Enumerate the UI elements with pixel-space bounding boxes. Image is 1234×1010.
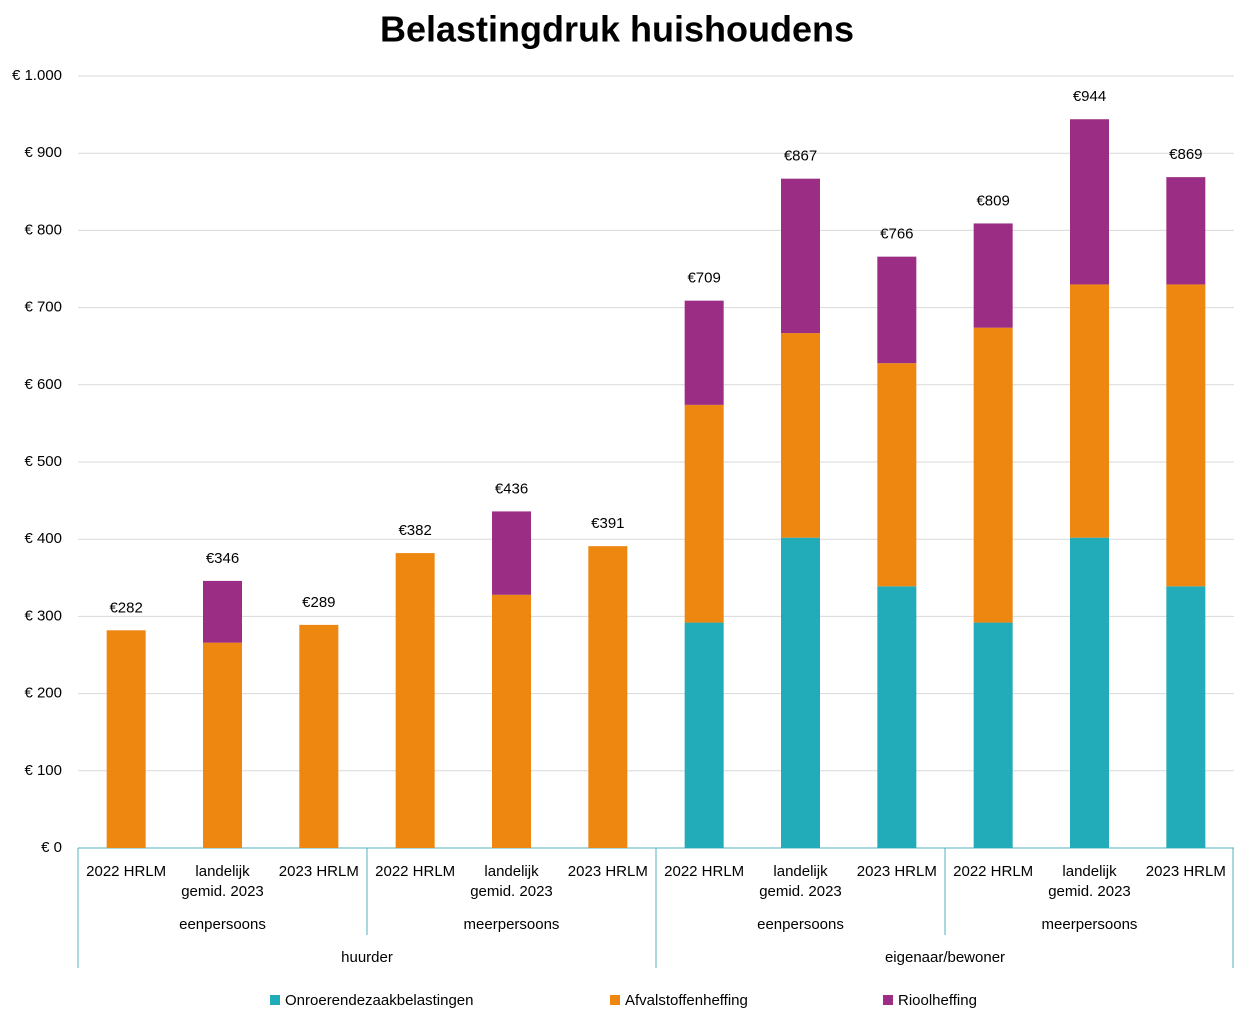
bar-segment xyxy=(492,511,531,595)
total-label: €869 xyxy=(1169,146,1202,163)
legend-swatch xyxy=(270,995,280,1005)
total-label: €709 xyxy=(687,270,720,287)
x-tick-label: landelijk gemid. 2023 xyxy=(1048,863,1131,900)
total-label: €391 xyxy=(591,515,624,532)
bar-segment xyxy=(1070,119,1109,285)
bar-segment xyxy=(684,622,724,848)
bar-segment xyxy=(203,580,242,643)
bar-segment xyxy=(684,300,724,405)
bar-segment xyxy=(395,553,435,848)
legend-label: Rioolheffing xyxy=(898,992,977,1009)
x-tick-label: 2023 HRLM xyxy=(1145,863,1226,880)
legend-swatch xyxy=(610,995,620,1005)
bar-segment xyxy=(1166,284,1206,587)
x-tick-label: 2022 HRLM xyxy=(664,863,745,880)
subgroup-label: meerpersoons xyxy=(1041,916,1138,933)
bar-segment xyxy=(973,223,1013,328)
bar-segment xyxy=(106,630,146,848)
subgroup-label: eenpersoons xyxy=(757,916,844,933)
bar-segment xyxy=(973,327,1013,623)
bar-segment xyxy=(877,586,917,848)
legend-swatch xyxy=(883,995,893,1005)
y-tick-label: € 600 xyxy=(24,376,62,393)
y-tick-label: € 0 xyxy=(41,839,62,856)
bar-segment xyxy=(781,333,820,538)
x-tick-label: 2022 HRLM xyxy=(953,863,1034,880)
group-label: eigenaar/bewoner xyxy=(884,949,1006,966)
bar-segment xyxy=(299,624,339,848)
bar-segment xyxy=(781,178,820,334)
y-tick-label: € 700 xyxy=(24,299,62,316)
x-tick-label: landelijk gemid. 2023 xyxy=(181,863,264,900)
chart-title: Belastingdruk huishoudens xyxy=(380,9,854,50)
total-label: €289 xyxy=(302,594,335,611)
y-tick-label: € 100 xyxy=(24,762,62,779)
x-tick-label: 2022 HRLM xyxy=(86,863,167,880)
total-label: €766 xyxy=(880,226,913,243)
bar-segment xyxy=(588,546,628,848)
bar-segment xyxy=(781,537,820,848)
bar-segment xyxy=(684,404,724,623)
legend-label: Afvalstoffenheffing xyxy=(625,992,748,1009)
bar-segment xyxy=(492,594,531,848)
group-label: huurder xyxy=(341,949,393,966)
total-label: €867 xyxy=(784,148,817,165)
y-tick-label: € 1.000 xyxy=(12,67,62,84)
legend-label: Onroerendezaakbelastingen xyxy=(285,992,473,1009)
y-tick-label: € 800 xyxy=(24,221,62,238)
bar-segment xyxy=(973,622,1013,848)
y-tick-label: € 400 xyxy=(24,530,62,547)
bar-segment xyxy=(877,363,917,587)
total-label: €809 xyxy=(976,192,1009,209)
bar-segment xyxy=(1166,586,1206,848)
total-label: €944 xyxy=(1073,88,1106,105)
x-tick-label: 2023 HRLM xyxy=(278,863,359,880)
x-tick-label: 2022 HRLM xyxy=(375,863,456,880)
total-label: €436 xyxy=(495,480,528,497)
total-label: €282 xyxy=(109,599,142,616)
subgroup-label: eenpersoons xyxy=(179,916,266,933)
y-tick-label: € 500 xyxy=(24,453,62,470)
subgroup-label: meerpersoons xyxy=(463,916,560,933)
x-tick-label: 2023 HRLM xyxy=(567,863,648,880)
bar-segment xyxy=(1070,537,1109,848)
total-label: €346 xyxy=(206,550,239,567)
x-tick-label: 2023 HRLM xyxy=(856,863,937,880)
bar-segment xyxy=(1166,177,1206,285)
total-label: €382 xyxy=(398,522,431,539)
y-tick-label: € 300 xyxy=(24,607,62,624)
bar-segment xyxy=(877,256,917,364)
bar-segment xyxy=(1070,284,1109,538)
x-tick-label: landelijk gemid. 2023 xyxy=(470,863,553,900)
y-tick-label: € 900 xyxy=(24,144,62,161)
y-tick-label: € 200 xyxy=(24,685,62,702)
bar-segment xyxy=(203,642,242,848)
x-tick-label: landelijk gemid. 2023 xyxy=(759,863,842,900)
